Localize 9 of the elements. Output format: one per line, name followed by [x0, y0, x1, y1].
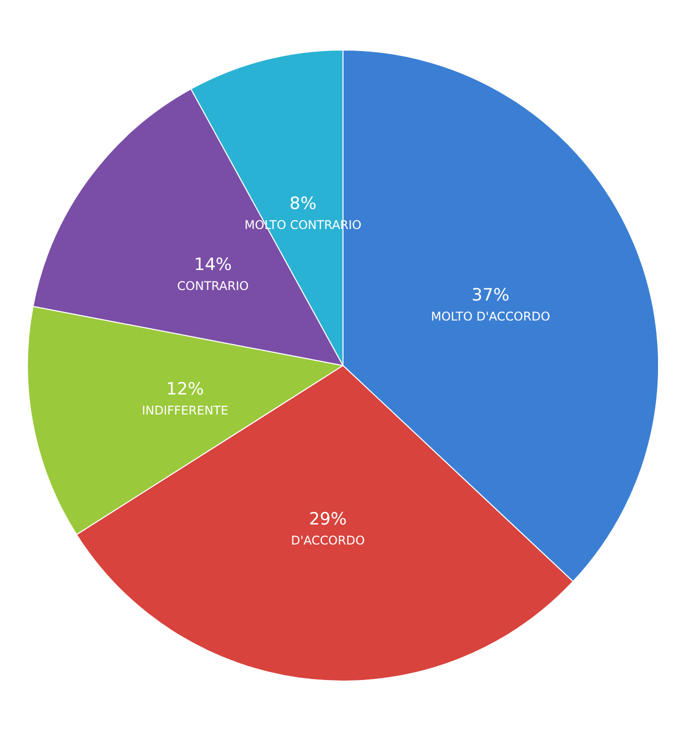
- data-label: 14%: [194, 254, 232, 275]
- slice-label: CONTRARIO: [177, 278, 249, 293]
- data-label: 37%: [472, 286, 510, 306]
- slice-label: INDIFFERENTE: [142, 404, 228, 418]
- data-label: 8%: [290, 194, 317, 214]
- data-label: 29%: [308, 510, 347, 530]
- data-label: 12%: [166, 380, 204, 400]
- slice-label: MOLTO D'ACCORDO: [430, 310, 550, 324]
- slice-label: D'ACCORDO: [290, 534, 365, 548]
